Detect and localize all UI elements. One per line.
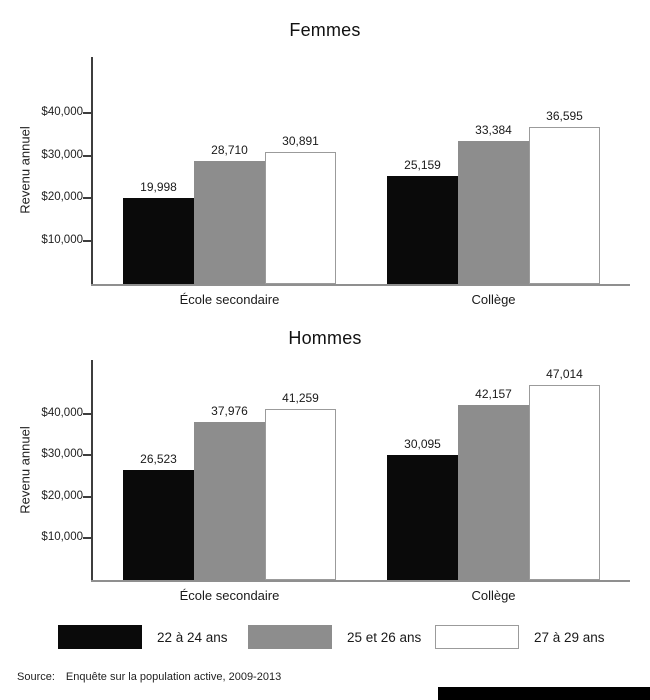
plot-area-femmes: $10,000 $20,000 $30,000 $40,000 19,998 28,710… — [41, 57, 630, 307]
bar — [265, 152, 336, 284]
source-label: Source: — [17, 671, 55, 683]
bar — [458, 141, 529, 284]
y-tick-mark — [83, 495, 91, 498]
y-tick-label: $40,000 — [41, 406, 83, 419]
legend-swatch-grey — [248, 625, 332, 649]
y-tick-label: $40,000 — [41, 105, 83, 118]
y-tick-mark — [83, 412, 91, 415]
y-tick-mark — [83, 197, 91, 200]
bar-value-label: 42,157 — [475, 387, 512, 401]
y-tick-mark — [83, 454, 91, 457]
legend-item-27-29: 27 à 29 ans — [435, 625, 605, 649]
legend-item-25-26: 25 et 26 ans — [248, 625, 421, 649]
chart-title-femmes: Femmes — [289, 20, 361, 40]
legend-item-22-24: 22 à 24 ans — [58, 625, 228, 649]
y-tick-label: $10,000 — [41, 234, 83, 247]
bar-value-label: 33,384 — [475, 123, 512, 137]
bar — [194, 422, 265, 580]
y-tick-mark — [83, 240, 91, 243]
legend: 22 à 24 ans 25 et 26 ans 27 à 29 ans — [0, 625, 650, 653]
source-text: Enquête sur la population active, 2009-2… — [65, 671, 282, 683]
legend-label: 25 et 26 ans — [347, 629, 422, 645]
bar-value-label: 47,014 — [546, 367, 583, 381]
bar — [265, 409, 336, 580]
y-tick-label: $30,000 — [41, 448, 83, 461]
bar-value-label: 19,998 — [140, 180, 177, 194]
bar-value-label: 28,710 — [211, 143, 248, 157]
bar — [529, 127, 600, 284]
y-axis-line — [91, 57, 93, 284]
y-axis-line — [91, 360, 93, 580]
y-tick-mark — [83, 537, 91, 540]
bar — [387, 455, 458, 580]
y-tick-label: $20,000 — [41, 489, 83, 502]
legend-swatch-white — [435, 625, 519, 649]
bar-value-label: 30,891 — [282, 134, 319, 148]
x-axis-line — [91, 284, 630, 286]
bar-value-label: 41,259 — [282, 391, 319, 405]
x-axis-line — [91, 580, 630, 582]
bar — [458, 405, 529, 580]
bottom-black-bar — [438, 687, 650, 700]
y-tick-label: $30,000 — [41, 148, 83, 161]
legend-label: 27 à 29 ans — [534, 629, 605, 645]
source-line: Source: Enquête sur la population active,… — [17, 671, 281, 683]
category-label: École secondaire — [179, 588, 280, 603]
bar — [387, 176, 458, 284]
category-label: École secondaire — [179, 292, 280, 307]
bar-value-label: 36,595 — [546, 109, 583, 123]
bar — [529, 385, 600, 580]
bar — [123, 198, 194, 284]
y-tick-mark — [83, 111, 91, 114]
bar — [194, 161, 265, 284]
bar-value-label: 30,095 — [404, 437, 441, 451]
y-tick-label: $10,000 — [41, 531, 83, 544]
bar-value-label: 37,976 — [211, 404, 248, 418]
chart-femmes: Femmes Revenu annuel $10,000 $20,000 $30,0… — [0, 0, 650, 307]
bar — [123, 470, 194, 580]
category-label: Collège — [471, 292, 516, 307]
category-label: Collège — [471, 588, 516, 603]
plot-area-hommes: $10,000 $20,000 $30,000 $40,000 26,523 37,976… — [41, 360, 630, 603]
chart-title-hommes: Hommes — [288, 328, 362, 348]
legend-label: 22 à 24 ans — [157, 629, 228, 645]
y-tick-label: $20,000 — [41, 191, 83, 204]
y-tick-mark — [83, 154, 91, 157]
bar-value-label: 25,159 — [404, 158, 441, 172]
bar-value-label: 26,523 — [140, 452, 177, 466]
chart-hommes: Hommes Revenu annuel $10,000 $20,000 $30,0… — [0, 305, 650, 625]
legend-swatch-black — [58, 625, 142, 649]
